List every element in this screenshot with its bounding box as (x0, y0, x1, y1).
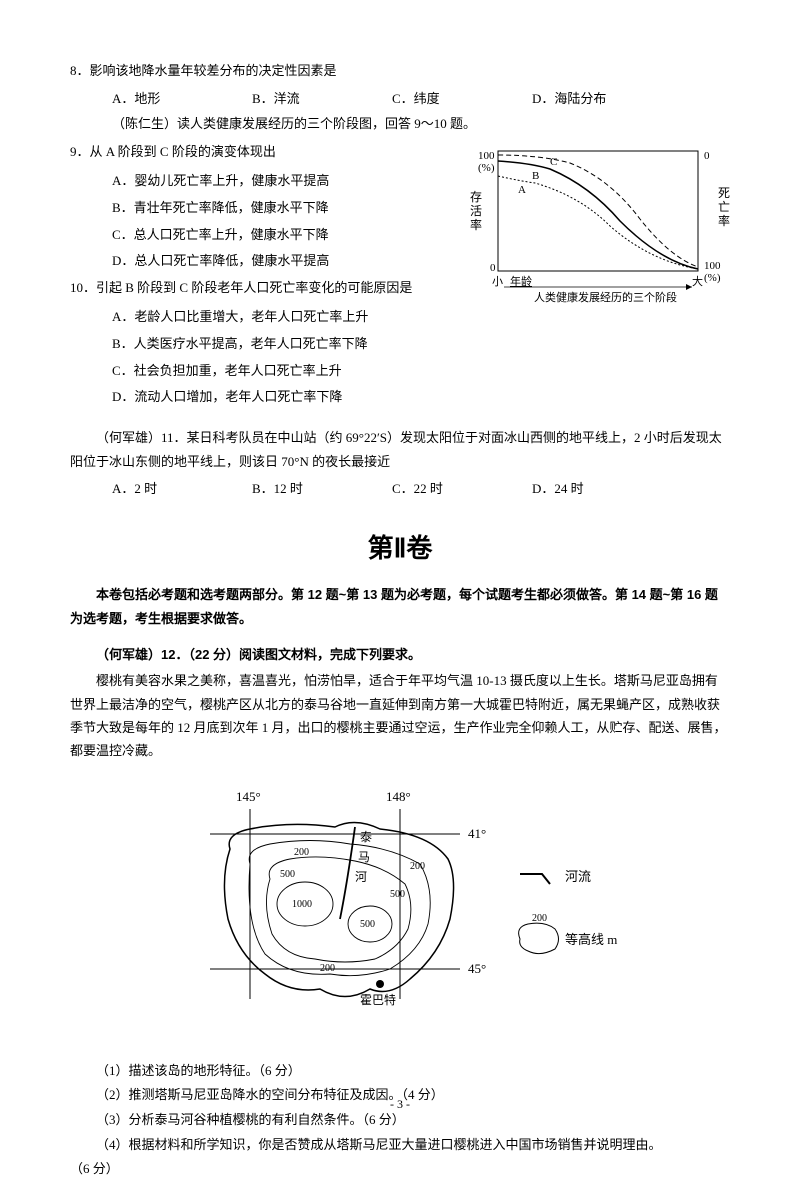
chart-right-label1: 死 (718, 186, 730, 200)
chart-left-label3: 率 (470, 217, 482, 232)
curve-c (498, 155, 698, 267)
legend-river-icon (520, 874, 550, 884)
chart-left-unit: (%) (478, 162, 495, 174)
q11-options: A．2 时 B．12 时 C．22 时 D．24 时 (112, 477, 730, 500)
q8-opt-c: C．纬度 (392, 88, 532, 107)
lon-148: 148° (386, 789, 411, 804)
river-label-2: 马 (358, 850, 370, 864)
page-number: - 3 - (0, 1097, 800, 1112)
q11-opt-b: B．12 时 (252, 477, 392, 500)
q8-options: A．地形 B．洋流 C．纬度 D．海陆分布 (112, 88, 730, 107)
chart-right-top: 0 (704, 150, 710, 162)
q10-opt-b: B．人类医疗水平提高，老年人口死亡率下降 (112, 332, 730, 357)
q11-text: （何军雄）11．某日科考队员在中山站（约 69°22′S）发现太阳位于对面冰山西… (70, 426, 730, 473)
q8-opt-d: D．海陆分布 (532, 88, 672, 107)
x-right: 大 (692, 274, 703, 288)
island-coast (224, 822, 453, 996)
q9-10-block: 9．从 A 阶段到 C 阶段的演变体现出 A．婴幼儿死亡率上升，健康水平提高 B… (70, 141, 730, 410)
q12-head: （何军雄）12．（22 分）阅读图文材料，完成下列要求。 (70, 644, 730, 663)
river-label-3: 河 (355, 870, 367, 884)
cval-500a: 500 (280, 869, 295, 880)
q12-sub4-tail: （6 分） (70, 1157, 730, 1182)
q11-opt-c: C．22 时 (392, 477, 532, 500)
cval-200c: 200 (320, 963, 335, 974)
q8-opt-a: A．地形 (112, 88, 252, 107)
q10-opt-d: D．流动人口增加，老年人口死亡率下降 (112, 385, 730, 410)
cval-200a: 200 (294, 847, 309, 858)
river-label-1: 泰 (360, 830, 372, 844)
lat-41: 41° (468, 826, 486, 841)
chart-caption: 人类健康发展经历的三个阶段 (534, 290, 677, 304)
curve-label-a: A (518, 184, 526, 196)
cval-200b: 200 (410, 861, 425, 872)
cval-500c: 500 (390, 889, 405, 900)
x-mid: 年龄 (510, 274, 532, 288)
chart-right-unit: (%) (704, 272, 721, 284)
q8-opt-b: B．洋流 (252, 88, 392, 107)
health-stages-chart: 100 (%) 0 存 活 率 0 100 (%) 死 亡 率 A B C 小 … (460, 141, 740, 311)
x-left: 小 (492, 275, 503, 288)
lon-145: 145° (236, 789, 261, 804)
q10-opt-c: C．社会负担加重，老年人口死亡率上升 (112, 359, 730, 384)
chart-left-bot: 0 (490, 262, 496, 274)
chart-left-top: 100 (478, 150, 495, 162)
q8-source: （陈仁生）读人类健康发展经历的三个阶段图，回答 9～10 题。 (112, 113, 730, 135)
q11-opt-d: D．24 时 (532, 477, 672, 500)
chart-right-label2: 亡 (718, 200, 730, 214)
q11-opt-a: A．2 时 (112, 477, 252, 500)
tasmania-map: 145° 148° 41° 45° 200 500 1000 500 500 2… (70, 779, 730, 1043)
legend-contour-icon (519, 923, 559, 953)
chart-right-label3: 率 (718, 213, 730, 228)
curve-label-c: C (550, 156, 557, 168)
curve-a (498, 176, 698, 269)
q12-sub4: （4）根据材料和所学知识，你是否赞成从塔斯马尼亚大量进口樱桃进入中国市场销售并说… (70, 1133, 730, 1158)
q12-sub1: （1）描述该岛的地形特征。（6 分） (70, 1059, 730, 1084)
curve-label-b: B (532, 170, 539, 182)
section2-title: 第Ⅱ卷 (70, 528, 730, 565)
legend-contour: 等高线 m (565, 932, 617, 947)
q10-options: A．老龄人口比重增大，老年人口死亡率上升 B．人类医疗水平提高，老年人口死亡率下… (112, 305, 730, 410)
cval-1000: 1000 (292, 899, 312, 910)
chart-left-label1: 存 (470, 190, 482, 204)
hobart-marker (376, 980, 384, 988)
chart-right-bot: 100 (704, 260, 721, 272)
section2-desc: 本卷包括必考题和选考题两部分。第 12 题~第 13 题为必考题，每个试题考生都… (70, 583, 730, 630)
taima-river (340, 827, 355, 919)
contour-200 (249, 840, 430, 975)
chart-left-label2: 活 (470, 204, 482, 218)
legend-river: 河流 (565, 869, 591, 884)
q11-block: （何军雄）11．某日科考队员在中山站（约 69°22′S）发现太阳位于对面冰山西… (70, 426, 730, 500)
q8-text: 8．影响该地降水量年较差分布的决定性因素是 (70, 60, 730, 82)
lat-45: 45° (468, 961, 486, 976)
cval-500b: 500 (360, 919, 375, 930)
hobart-label: 霍巴特 (360, 992, 396, 1007)
q12-body: 樱桃有美容水果之美称，喜温喜光，怕涝怕旱，适合于年平均气温 10-13 摄氏度以… (70, 669, 730, 763)
legend-contour-val: 200 (532, 913, 547, 924)
